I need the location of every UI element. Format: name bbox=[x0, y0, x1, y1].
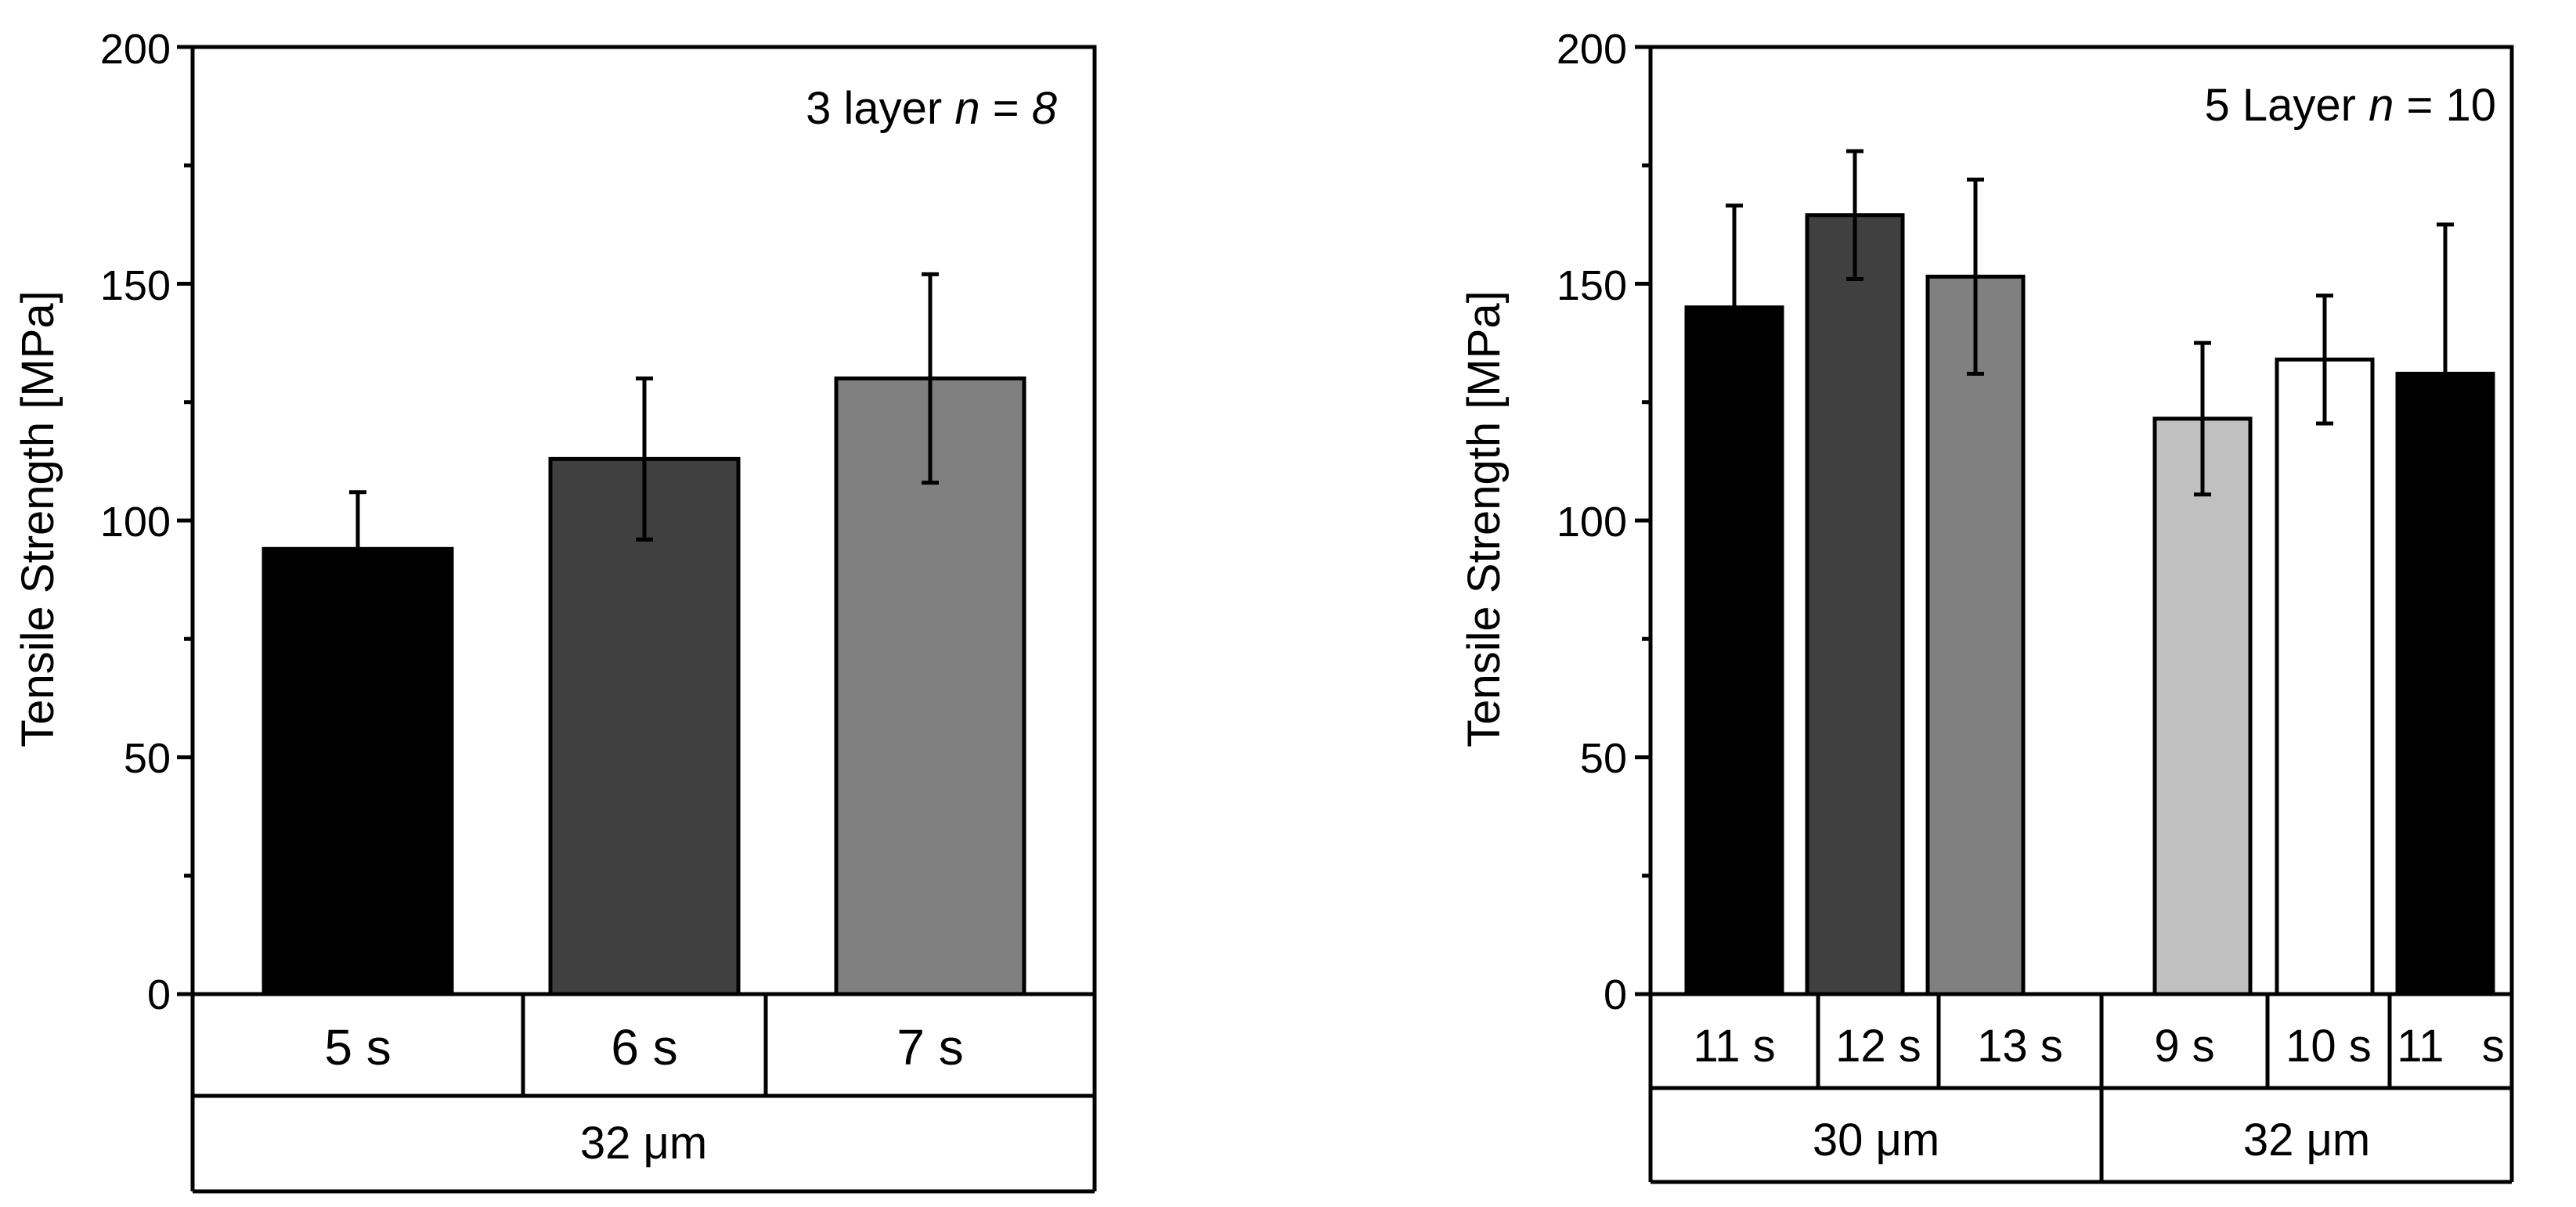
bar bbox=[2152, 416, 2253, 996]
left-chart-y-axis-title: Tensile Strength [MPa] bbox=[13, 290, 63, 748]
y-tick-label: 0 bbox=[147, 971, 171, 1018]
y-tick-label: 200 bbox=[100, 26, 171, 73]
left-chart-error-bars bbox=[349, 272, 939, 608]
left-chart-y-ticks bbox=[177, 45, 193, 996]
right-chart-category-table: 11 s 12 s 13 s 9 s 10 s 11 s 30 μm 32 μm bbox=[1648, 994, 2514, 1184]
left-chart-annotation: 3 layer n = 8 bbox=[806, 83, 1057, 134]
bar bbox=[2275, 357, 2375, 996]
right-chart-y-tick-labels: 0 50 100 150 200 bbox=[1557, 26, 1627, 1018]
error-bar bbox=[2316, 294, 2333, 426]
category-label: 9 s bbox=[2154, 1021, 2214, 1072]
bar bbox=[1805, 213, 1905, 996]
y-tick-label: 150 bbox=[1557, 262, 1627, 309]
right-chart-plot-frame bbox=[1648, 45, 2514, 996]
bar bbox=[1684, 305, 1784, 996]
group-label: 30 μm bbox=[1813, 1115, 1939, 1166]
error-bar bbox=[1726, 204, 1743, 412]
category-label: 6 s bbox=[611, 1019, 677, 1075]
right-chart-annotation: 5 Layer n = 10 bbox=[2205, 80, 2496, 131]
error-bar bbox=[2194, 340, 2211, 497]
error-bar bbox=[1967, 177, 1984, 376]
y-tick-label: 100 bbox=[1557, 499, 1627, 546]
category-label: 10 s bbox=[2286, 1021, 2372, 1072]
bar bbox=[262, 546, 454, 996]
bar bbox=[548, 456, 741, 996]
category-label: 7 s bbox=[897, 1019, 963, 1075]
y-tick-label: 0 bbox=[1604, 971, 1627, 1018]
y-tick-label: 50 bbox=[124, 735, 171, 782]
category-label: 5 s bbox=[324, 1019, 391, 1075]
category-label: 12 s bbox=[1835, 1021, 1921, 1072]
error-bar bbox=[349, 490, 366, 608]
error-bar bbox=[636, 377, 653, 542]
error-bar bbox=[1846, 149, 1863, 281]
category-label: 11 s bbox=[2397, 1021, 2505, 1072]
category-label: 11 s bbox=[1693, 1021, 1775, 1072]
left-chart-3-layer: 0 50 100 150 200 Tensile Strength [MPa] … bbox=[13, 26, 1097, 1194]
right-chart-error-bars bbox=[1726, 149, 2454, 525]
left-chart-category-table: 5 s 6 s 7 s 32 μm bbox=[190, 994, 1097, 1194]
group-label: 32 μm bbox=[580, 1118, 707, 1169]
right-chart-5-layer: 0 50 100 150 200 Tensile Strength [MPa] … bbox=[1459, 26, 2514, 1184]
group-label: 32 μm bbox=[2243, 1115, 2370, 1166]
category-label: 13 s bbox=[1977, 1021, 2063, 1072]
right-chart-y-ticks bbox=[1635, 45, 1651, 996]
right-chart-y-axis-title: Tensile Strength [MPa] bbox=[1459, 290, 1510, 748]
y-tick-label: 150 bbox=[100, 262, 171, 309]
y-tick-label: 50 bbox=[1580, 735, 1627, 782]
y-tick-label: 100 bbox=[100, 499, 171, 546]
bar bbox=[1925, 274, 2026, 996]
error-bar bbox=[922, 272, 939, 485]
left-chart-y-tick-labels: 0 50 100 150 200 bbox=[100, 26, 171, 1018]
left-chart-plot-frame bbox=[190, 45, 1097, 996]
error-bar bbox=[2437, 222, 2454, 525]
right-chart-bars bbox=[1684, 213, 2495, 996]
y-tick-label: 200 bbox=[1557, 26, 1627, 73]
